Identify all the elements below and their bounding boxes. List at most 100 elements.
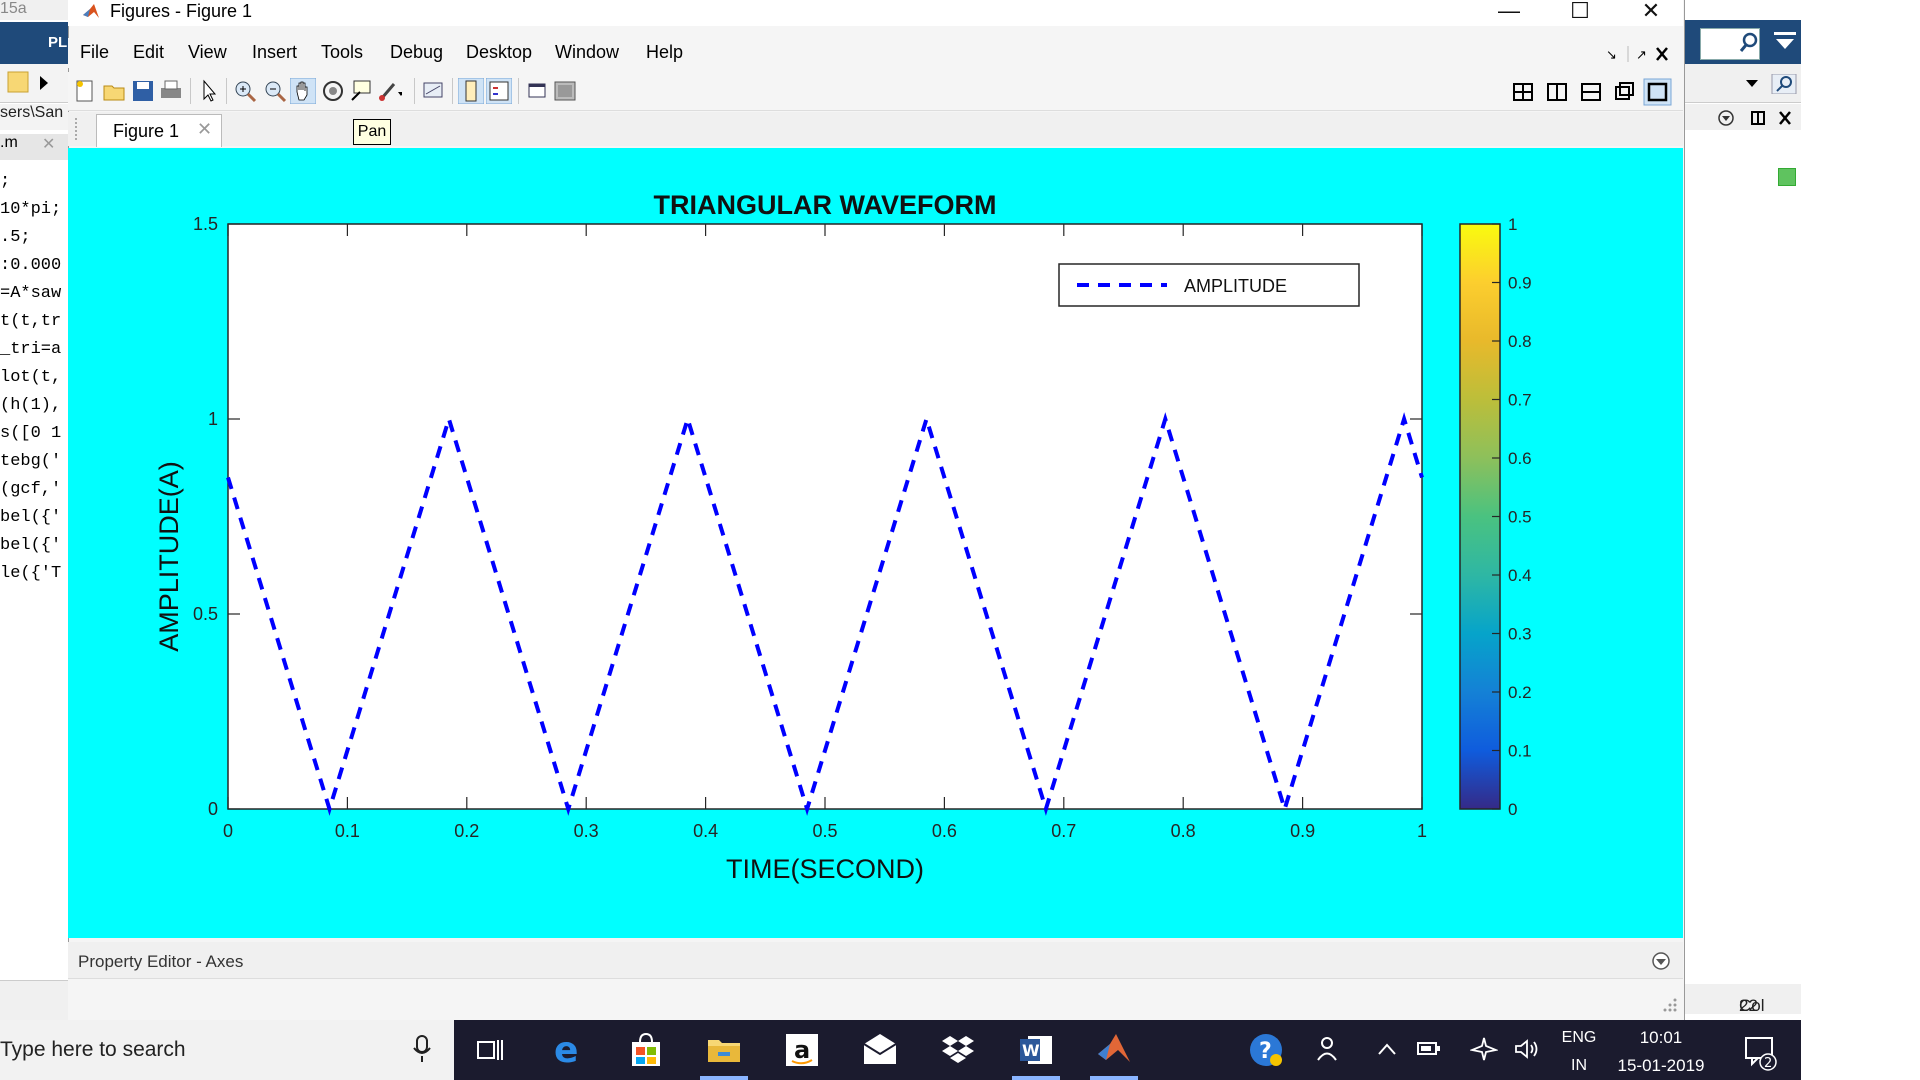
x-tick-label: 0.6 xyxy=(932,821,957,841)
brush-icon[interactable] xyxy=(376,78,402,104)
zoom-out-icon[interactable] xyxy=(262,78,288,104)
close-icon[interactable]: ✕ xyxy=(42,136,56,153)
colorbar-tick-label: 0.2 xyxy=(1508,683,1532,702)
zoom-in-icon[interactable] xyxy=(232,78,258,104)
code-line: s([0 1 xyxy=(0,424,62,443)
close-icon[interactable]: ✕ xyxy=(197,119,213,139)
folder-icon[interactable] xyxy=(0,64,68,102)
lang-top: ENG xyxy=(1561,1029,1597,1046)
chevron-up-icon[interactable] xyxy=(1376,1040,1398,1058)
legend-icon[interactable] xyxy=(486,78,512,104)
search-icon[interactable] xyxy=(1738,31,1758,55)
y-axis-label: AMPLITUDE(A) xyxy=(154,461,184,652)
colorbar-tick-label: 0.6 xyxy=(1508,449,1532,468)
new-figure-icon[interactable] xyxy=(72,78,98,104)
window-title: Figures - Figure 1 xyxy=(110,1,253,21)
background-current-folder-path[interactable]: sers\San xyxy=(0,104,68,130)
help-icon[interactable]: ? xyxy=(1246,1030,1286,1070)
menu-help[interactable]: Help xyxy=(646,42,684,62)
panel-controls-icon[interactable] xyxy=(1716,108,1798,128)
layout-buttons-icon[interactable] xyxy=(1508,78,1674,106)
plot-area[interactable] xyxy=(227,223,1423,810)
dropbox-icon[interactable] xyxy=(938,1030,978,1070)
series-line[interactable] xyxy=(226,412,1424,816)
explorer-active-indicator xyxy=(700,1076,748,1080)
background-panel-header xyxy=(1683,104,1801,130)
tab-figure-1[interactable]: Figure 1 ✕ xyxy=(96,114,222,147)
x-tick-label: 0.3 xyxy=(574,821,599,841)
pointer-icon[interactable] xyxy=(196,78,222,104)
resize-grip-icon[interactable] xyxy=(1660,995,1678,1013)
menu-file[interactable]: File xyxy=(80,42,110,62)
close-button[interactable]: ✕ xyxy=(1641,0,1661,23)
colorbar-tick-label: 0.8 xyxy=(1508,332,1532,351)
undock-and-close-icons[interactable]: ↘ ↗ xyxy=(1604,44,1676,64)
menu-window[interactable]: Window xyxy=(555,42,620,62)
people-icon[interactable] xyxy=(1316,1034,1344,1064)
code-line: le({'T xyxy=(0,564,62,583)
background-status-bar xyxy=(0,980,68,1021)
code-line: =A*saw xyxy=(0,284,62,303)
minimize-button[interactable]: — xyxy=(1498,0,1520,23)
code-line: (gcf,' xyxy=(0,480,62,499)
word-icon[interactable]: W xyxy=(1016,1030,1056,1070)
menu-tools[interactable]: Tools xyxy=(321,42,364,62)
pan-icon[interactable] xyxy=(290,78,316,104)
data-cursor-icon[interactable] xyxy=(348,78,374,104)
word-active-indicator xyxy=(1012,1076,1060,1080)
svg-text:↗: ↗ xyxy=(1636,48,1647,63)
language-indicator[interactable]: ENG IN xyxy=(1561,1024,1597,1080)
menu-view[interactable]: View xyxy=(188,42,227,62)
rotate-3d-icon[interactable] xyxy=(320,78,346,104)
y-tick-label: 0 xyxy=(208,799,218,819)
amazon-icon[interactable]: a xyxy=(782,1030,822,1070)
colorbar-icon[interactable] xyxy=(458,78,484,104)
menu-desktop[interactable]: Desktop xyxy=(466,42,533,62)
edge-icon[interactable]: e xyxy=(548,1030,588,1070)
battery-icon[interactable] xyxy=(1416,1040,1442,1058)
file-explorer-icon[interactable] xyxy=(704,1030,744,1070)
background-tab-label: PL xyxy=(48,34,68,51)
background-editor-file-tab[interactable]: .m ✕ xyxy=(0,134,68,160)
y-tick-label: 1 xyxy=(208,409,218,429)
link-plot-icon[interactable] xyxy=(420,78,446,104)
store-icon[interactable] xyxy=(626,1030,666,1070)
matlab-icon[interactable] xyxy=(1094,1030,1134,1070)
print-icon[interactable] xyxy=(158,78,184,104)
menu-insert[interactable]: Insert xyxy=(252,42,298,62)
clock-date: 15-01-2019 xyxy=(1617,1056,1705,1075)
col-label: Col xyxy=(1739,996,1765,1015)
code-line: .5; xyxy=(0,228,31,247)
tab-label: Figure 1 xyxy=(113,121,180,141)
open-icon[interactable] xyxy=(102,78,128,104)
colorbar-tick-label: 0.7 xyxy=(1508,391,1532,410)
svg-text:W: W xyxy=(1022,1041,1040,1060)
chart-svg[interactable]: 0 0.1 0.2 0.3 0.4 0.5 0.6 0.7 0.8 0.9 1 0 0.5 1 1.5 TRI… xyxy=(68,148,1683,938)
taskbar-search-box[interactable] xyxy=(0,1020,454,1080)
collapse-icon[interactable] xyxy=(1651,951,1671,971)
airplane-mode-icon[interactable] xyxy=(1470,1036,1498,1062)
background-toolbar xyxy=(0,64,68,103)
colorbar-tick-label: 0.5 xyxy=(1508,508,1532,527)
figure-canvas[interactable]: 0 0.1 0.2 0.3 0.4 0.5 0.6 0.7 0.8 0.9 1 0 0.5 1 1.5 TRI… xyxy=(68,148,1683,938)
menu-debug[interactable]: Debug xyxy=(390,42,444,62)
background-ribbon-tab[interactable]: PL xyxy=(0,22,68,64)
microphone-icon[interactable] xyxy=(412,1034,432,1064)
x-tick-label: 0.5 xyxy=(812,821,837,841)
filter-dropdown-icon[interactable] xyxy=(1774,32,1796,52)
notification-icon[interactable]: 2 xyxy=(1740,1032,1780,1072)
mail-icon[interactable] xyxy=(860,1030,900,1070)
menu-edit[interactable]: Edit xyxy=(133,42,165,62)
dropdown-and-search-icon[interactable] xyxy=(1742,74,1798,94)
save-icon[interactable] xyxy=(130,78,156,104)
background-code-editor[interactable]: ; 10*pi; .5;:0.000 =A*saw t(t,tr _tri=a lot(t,… xyxy=(0,168,68,588)
x-tick-label: 1 xyxy=(1417,821,1427,841)
col-value: 22 xyxy=(1739,996,1758,1015)
clock[interactable]: 10:01 15-01-2019 xyxy=(1608,1024,1714,1080)
hide-plot-tools-icon[interactable] xyxy=(524,78,550,104)
volume-icon[interactable] xyxy=(1514,1038,1542,1060)
x-tick-label: 0.8 xyxy=(1171,821,1196,841)
show-plot-tools-icon[interactable] xyxy=(552,78,578,104)
maximize-button[interactable]: ☐ xyxy=(1570,0,1590,23)
task-view-icon[interactable] xyxy=(470,1030,510,1070)
